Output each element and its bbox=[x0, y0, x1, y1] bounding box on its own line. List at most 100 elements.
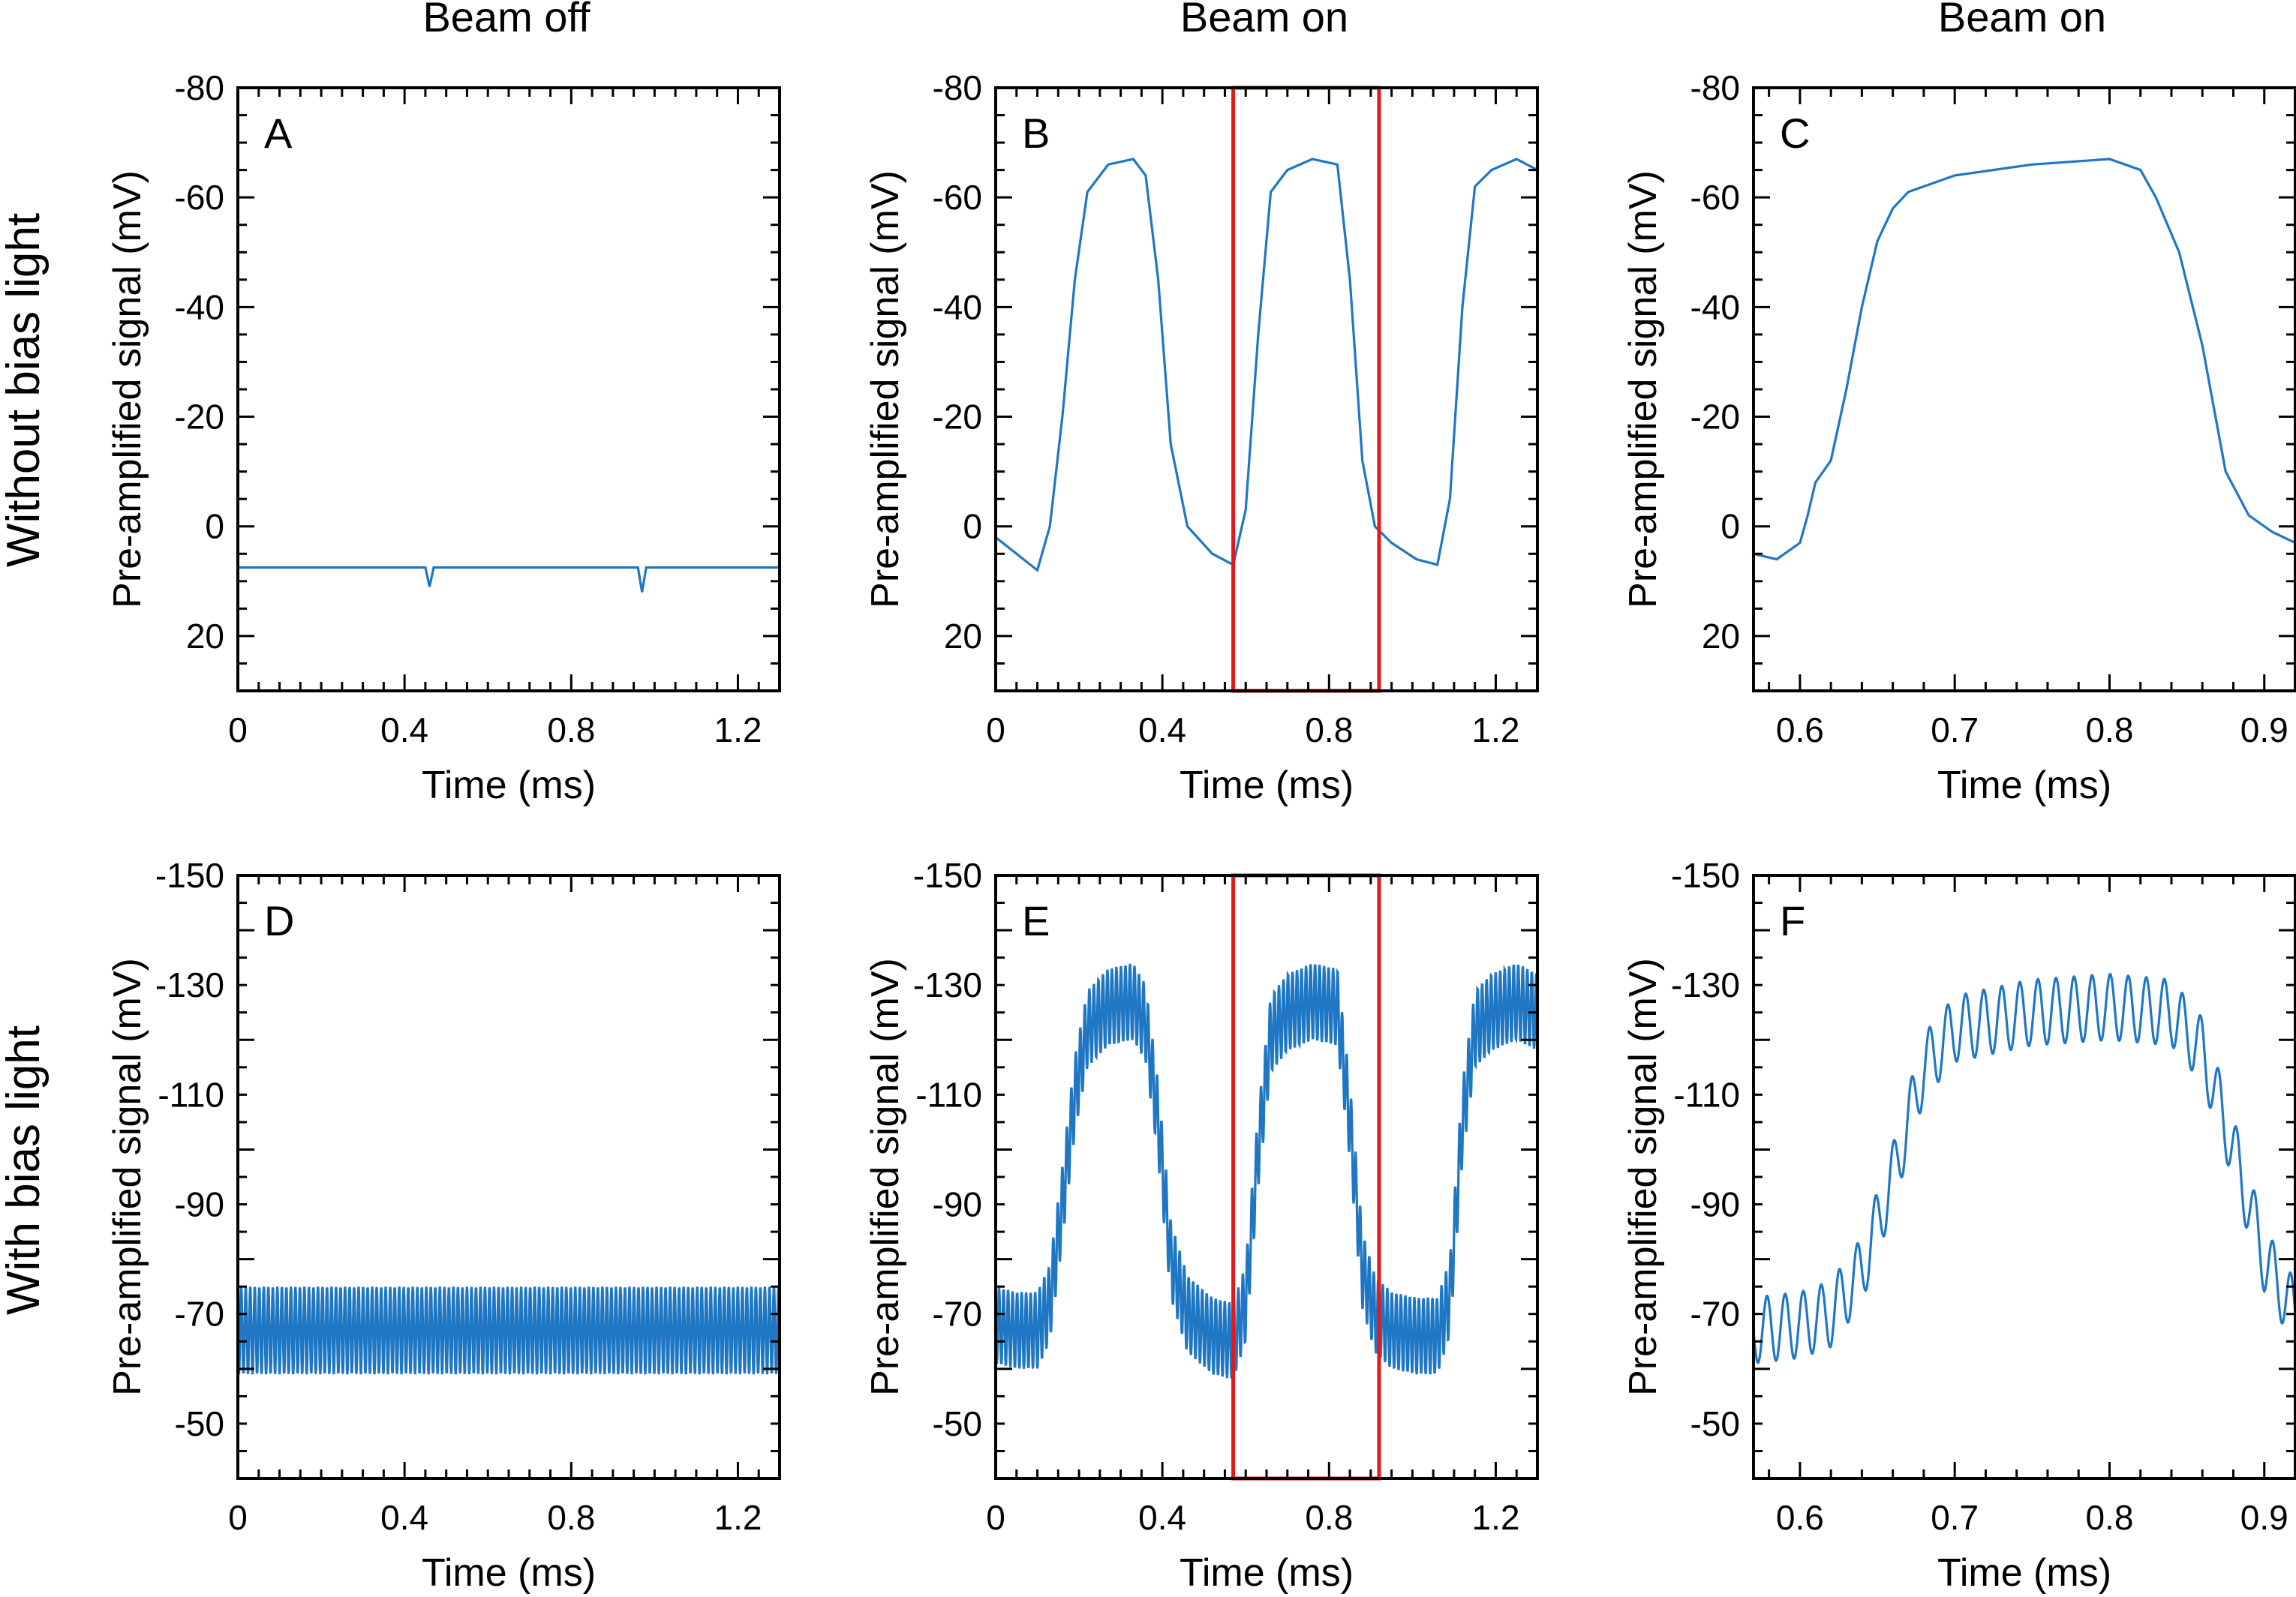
column-header-2: Beam on bbox=[1180, 0, 1348, 41]
y-tick-label: -20 bbox=[175, 398, 224, 437]
y-tick-label: -90 bbox=[1690, 1185, 1740, 1224]
trace-line-F bbox=[1754, 972, 2295, 1364]
y-tick-label: -70 bbox=[933, 1295, 982, 1334]
x-axis-label-B: Time (ms) bbox=[1180, 764, 1354, 807]
y-tick-label: -80 bbox=[933, 68, 982, 107]
y-tick-label: -130 bbox=[913, 965, 982, 1004]
x-tick-label: 0 bbox=[986, 1498, 1005, 1537]
y-tick-label: -20 bbox=[1690, 398, 1740, 437]
y-tick-label: -110 bbox=[1673, 1075, 1740, 1114]
x-tick-label: 1.2 bbox=[714, 710, 762, 749]
y-tick-label: 20 bbox=[944, 617, 982, 656]
panel-F: 0.6 0.7 0.8 0.9 -150 -130 -110 -90 -70 -50 Time (m… bbox=[1621, 856, 2296, 1595]
y-axis-label-A: Pre-amplified signal (mV) bbox=[106, 170, 149, 608]
y-tick-label: 0 bbox=[205, 507, 224, 546]
y-tick-label: -50 bbox=[933, 1404, 982, 1443]
trace-line-C bbox=[1754, 158, 2295, 561]
x-tick-label: 0 bbox=[228, 710, 248, 749]
x-tick-label: 0.7 bbox=[1931, 1498, 1979, 1537]
y-tick-label: -70 bbox=[1690, 1295, 1740, 1334]
panel-letter-D: D bbox=[264, 897, 294, 944]
x-tick-label: 0 bbox=[986, 710, 1005, 749]
y-axis-label-E: Pre-amplified signal (mV) bbox=[864, 958, 907, 1396]
x-tick-label: 1.2 bbox=[1471, 1498, 1519, 1537]
y-tick-label: -90 bbox=[933, 1185, 982, 1224]
x-tick-label: 0 bbox=[228, 1498, 248, 1537]
y-tick-label: -80 bbox=[1690, 68, 1740, 107]
y-tick-label: -110 bbox=[158, 1075, 224, 1114]
x-tick-label: 1.2 bbox=[714, 1498, 762, 1537]
panel-letter-B: B bbox=[1022, 110, 1050, 157]
trace-line-A bbox=[238, 566, 780, 593]
x-tick-label: 0.8 bbox=[547, 710, 595, 749]
plot-frame-D bbox=[236, 874, 781, 1480]
y-tick-label: -150 bbox=[913, 856, 982, 895]
panel-letter-C: C bbox=[1780, 110, 1810, 157]
y-tick-label: 0 bbox=[1720, 507, 1740, 546]
y-tick-label: 0 bbox=[963, 507, 982, 546]
row-header-1: Without bias light bbox=[0, 213, 50, 567]
y-axis-label-C: Pre-amplified signal (mV) bbox=[1621, 170, 1665, 608]
x-tick-label: 0.4 bbox=[380, 710, 428, 749]
x-tick-label: 0.8 bbox=[2085, 710, 2133, 749]
y-tick-label: -150 bbox=[155, 856, 224, 895]
trace-line-B bbox=[996, 158, 1537, 572]
y-tick-label: -110 bbox=[915, 1075, 982, 1114]
plot-frame-F bbox=[1752, 874, 2296, 1480]
y-axis-label-D: Pre-amplified signal (mV) bbox=[106, 958, 149, 1396]
y-axis-label-B: Pre-amplified signal (mV) bbox=[864, 170, 907, 608]
x-axis-label-D: Time (ms) bbox=[422, 1551, 596, 1595]
trace-line-D bbox=[238, 1286, 780, 1375]
column-header-1: Beam off bbox=[422, 0, 591, 41]
panel-letter-F: F bbox=[1780, 897, 1805, 944]
y-tick-label: 20 bbox=[1702, 617, 1740, 656]
y-tick-label: -60 bbox=[1690, 178, 1740, 217]
x-axis-label-C: Time (ms) bbox=[1937, 764, 2111, 807]
column-header-3: Beam on bbox=[1938, 0, 2106, 41]
x-tick-label: 0.4 bbox=[1138, 710, 1186, 749]
x-tick-label: 0.4 bbox=[380, 1498, 428, 1537]
x-tick-label: 0.8 bbox=[2085, 1498, 2133, 1537]
y-tick-label: -60 bbox=[933, 178, 982, 217]
plot-frame-A bbox=[236, 86, 781, 692]
y-tick-label: -40 bbox=[175, 287, 224, 326]
x-tick-label: 0.6 bbox=[1776, 710, 1824, 749]
x-tick-label: 0.8 bbox=[1305, 710, 1353, 749]
y-tick-label: -20 bbox=[933, 398, 982, 437]
panel-A: 0 0.4 0.8 1.2 -80 -60 -40 -20 0 20 Time (ms) Pre-am… bbox=[106, 68, 781, 807]
trace-line-E bbox=[996, 963, 1537, 1379]
x-tick-label: 0.6 bbox=[1776, 1498, 1824, 1537]
y-tick-label: -40 bbox=[933, 287, 982, 326]
x-tick-label: 1.2 bbox=[1471, 710, 1519, 749]
x-axis-label-E: Time (ms) bbox=[1180, 1551, 1354, 1595]
y-tick-label: 20 bbox=[186, 617, 224, 656]
y-tick-label: -40 bbox=[1690, 287, 1740, 326]
panel-D: 0 0.4 0.8 1.2 -150 -130 -110 -90 -70 -50 Time (ms)… bbox=[106, 856, 781, 1595]
panel-B: 0 0.4 0.8 1.2 -80 -60 -40 -20 0 20 Time (ms) Pre-am… bbox=[864, 68, 1539, 807]
x-axis-label-F: Time (ms) bbox=[1937, 1551, 2111, 1595]
panel-E: 0 0.4 0.8 1.2 -150 -130 -110 -90 -70 -50 Time (ms)… bbox=[864, 856, 1539, 1595]
y-tick-label: -60 bbox=[175, 178, 224, 217]
x-tick-label: 0.8 bbox=[1305, 1498, 1353, 1537]
y-tick-label: -150 bbox=[1671, 856, 1740, 895]
y-tick-label: -50 bbox=[175, 1404, 224, 1443]
y-tick-label: -80 bbox=[175, 68, 224, 107]
y-tick-label: -130 bbox=[155, 965, 224, 1004]
y-axis-label-F: Pre-amplified signal (mV) bbox=[1621, 958, 1665, 1396]
y-tick-label: -70 bbox=[175, 1295, 224, 1334]
x-tick-label: 0.9 bbox=[2240, 710, 2288, 749]
row-header-2: With bias light bbox=[0, 1025, 50, 1315]
panel-C: 0.6 0.7 0.8 0.9 -80 -60 -40 -20 0 20 Time (ms) Pre-… bbox=[1621, 68, 2296, 807]
panel-letter-A: A bbox=[264, 110, 293, 157]
x-tick-label: 0.9 bbox=[2240, 1498, 2288, 1537]
x-tick-label: 0.4 bbox=[1138, 1498, 1186, 1537]
x-axis-label-A: Time (ms) bbox=[422, 764, 596, 807]
plot-frame-C bbox=[1752, 86, 2296, 692]
y-tick-label: -130 bbox=[1671, 965, 1740, 1004]
y-tick-label: -50 bbox=[1690, 1404, 1740, 1443]
x-tick-label: 0.7 bbox=[1931, 710, 1979, 749]
plot-frame-E bbox=[994, 874, 1539, 1480]
panel-letter-E: E bbox=[1022, 897, 1050, 944]
x-tick-label: 0.8 bbox=[547, 1498, 595, 1537]
